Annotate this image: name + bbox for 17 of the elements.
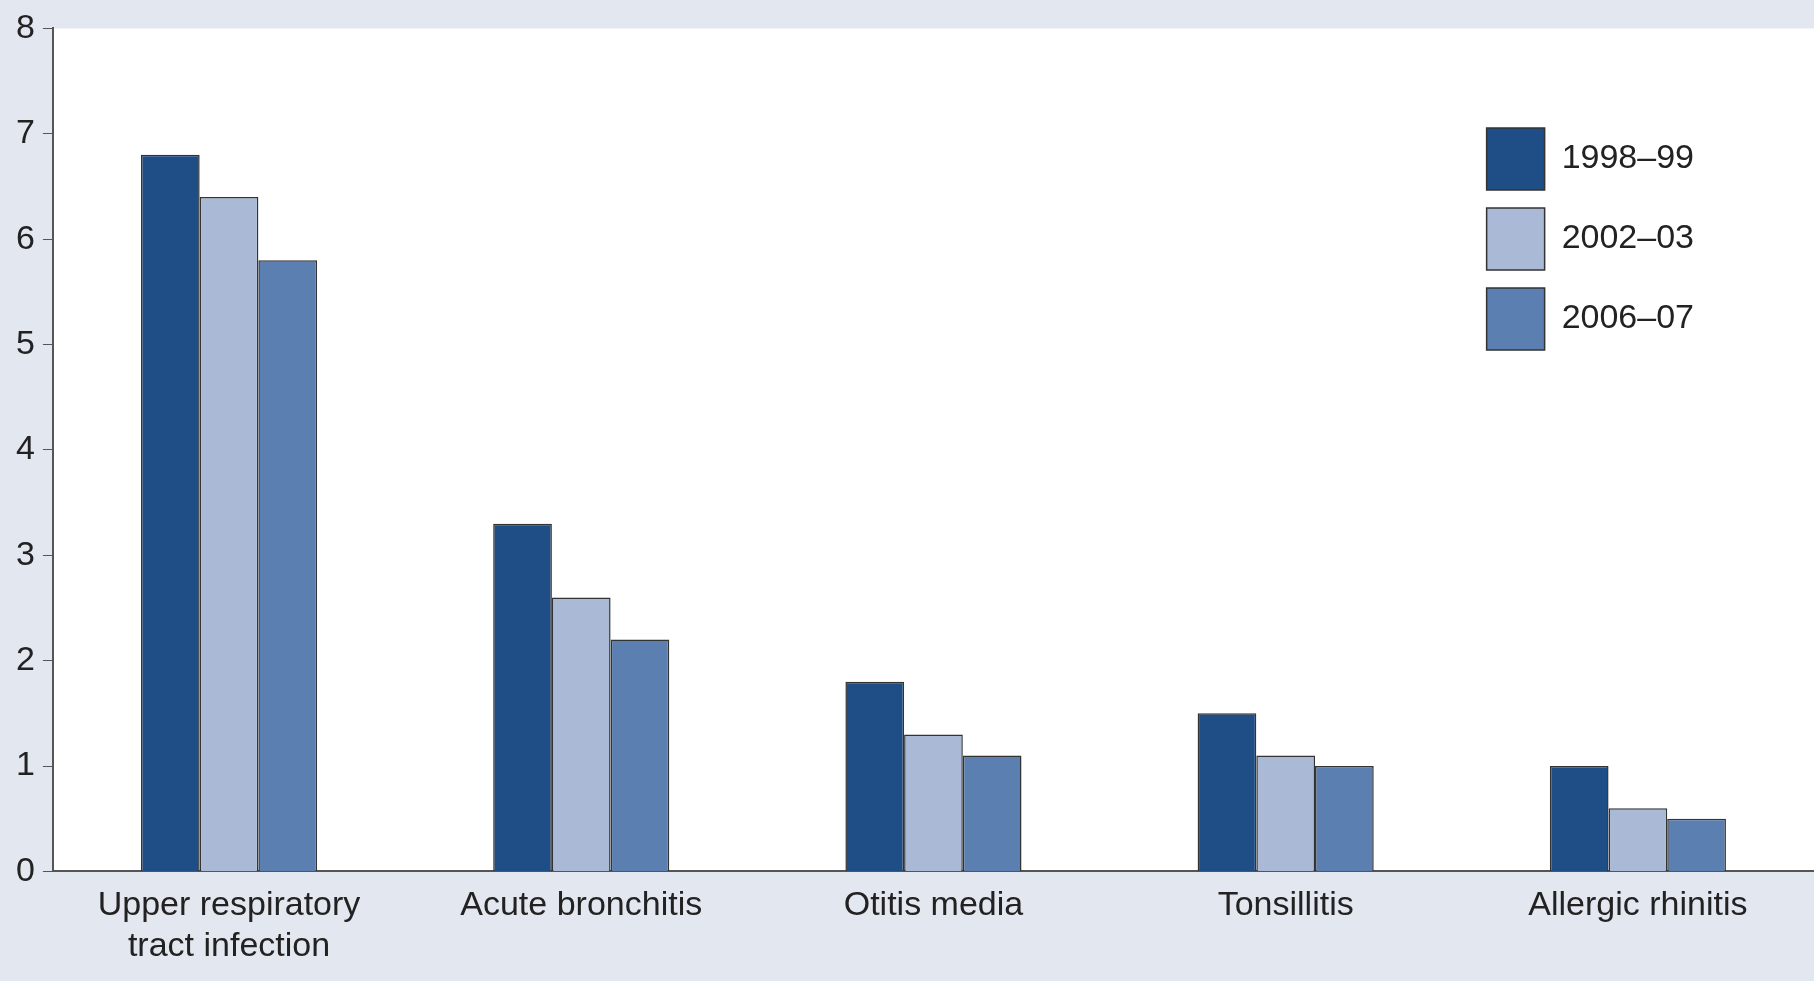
x-tick-label: Upper respiratory tract infection bbox=[97, 884, 361, 963]
legend-label: 2006–07 bbox=[1561, 297, 1695, 336]
y-tick-label: 7 bbox=[15, 112, 35, 151]
x-tick-label: Tonsillitis bbox=[1217, 884, 1354, 923]
y-tick-label: 2 bbox=[15, 639, 35, 678]
y-tick-label: 1 bbox=[15, 744, 35, 783]
y-tick-label: 4 bbox=[15, 428, 35, 467]
y-tick-label: 8 bbox=[15, 6, 35, 45]
x-tick-label: Acute bronchitis bbox=[460, 884, 703, 923]
x-tick-label: Allergic rhinitis bbox=[1528, 884, 1748, 923]
y-tick-label: 6 bbox=[15, 217, 35, 256]
y-tick-label: 5 bbox=[15, 322, 35, 361]
y-tick-label: 3 bbox=[15, 533, 35, 572]
x-tick-label: Otitis media bbox=[843, 884, 1024, 923]
legend-label: 2002–03 bbox=[1561, 217, 1695, 256]
legend-label: 1998–99 bbox=[1561, 137, 1695, 176]
y-tick-label: 0 bbox=[15, 849, 35, 888]
